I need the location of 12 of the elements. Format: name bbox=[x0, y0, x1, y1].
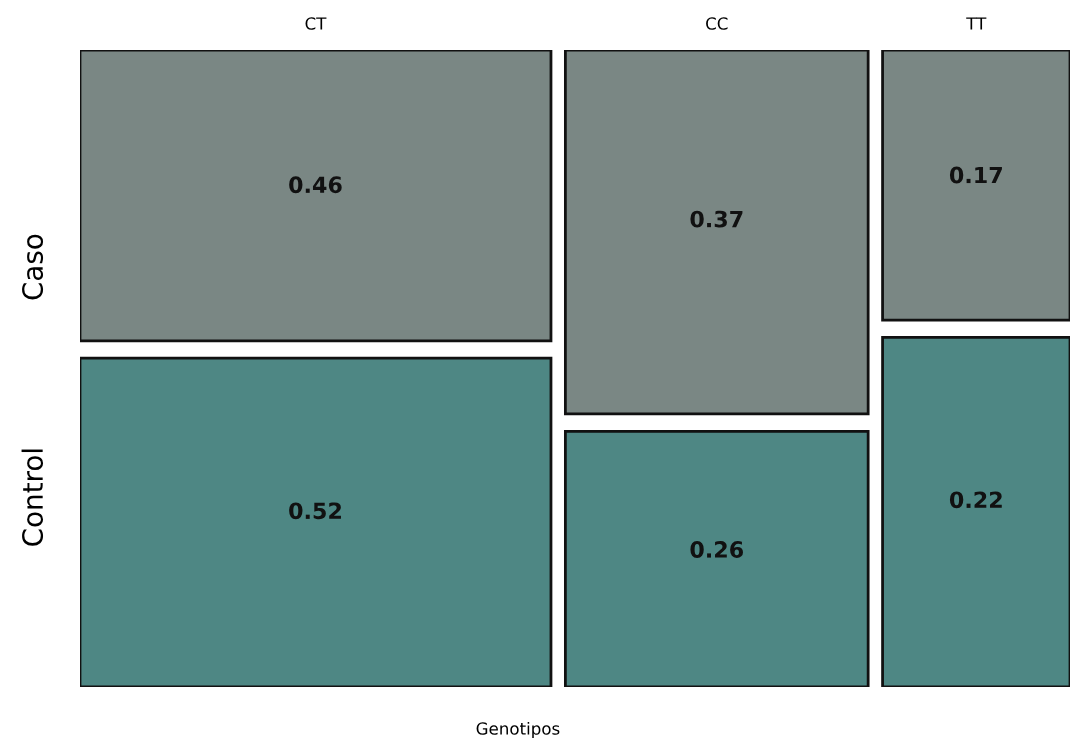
category-label: TT bbox=[966, 17, 987, 30]
category-label: CC bbox=[706, 17, 728, 30]
data-label: 0.22 bbox=[949, 491, 1002, 509]
data-label: 0.26 bbox=[690, 541, 743, 558]
data-label: 0.37 bbox=[690, 210, 743, 228]
text: Control bbox=[21, 449, 44, 546]
data-label: 0.52 bbox=[289, 502, 341, 520]
text: Genotipos bbox=[476, 721, 560, 739]
data-label: 0.46 bbox=[289, 176, 342, 194]
data-label: 0.17 bbox=[949, 166, 1002, 184]
text: Caso bbox=[22, 234, 44, 300]
category-label: CT bbox=[305, 17, 327, 30]
